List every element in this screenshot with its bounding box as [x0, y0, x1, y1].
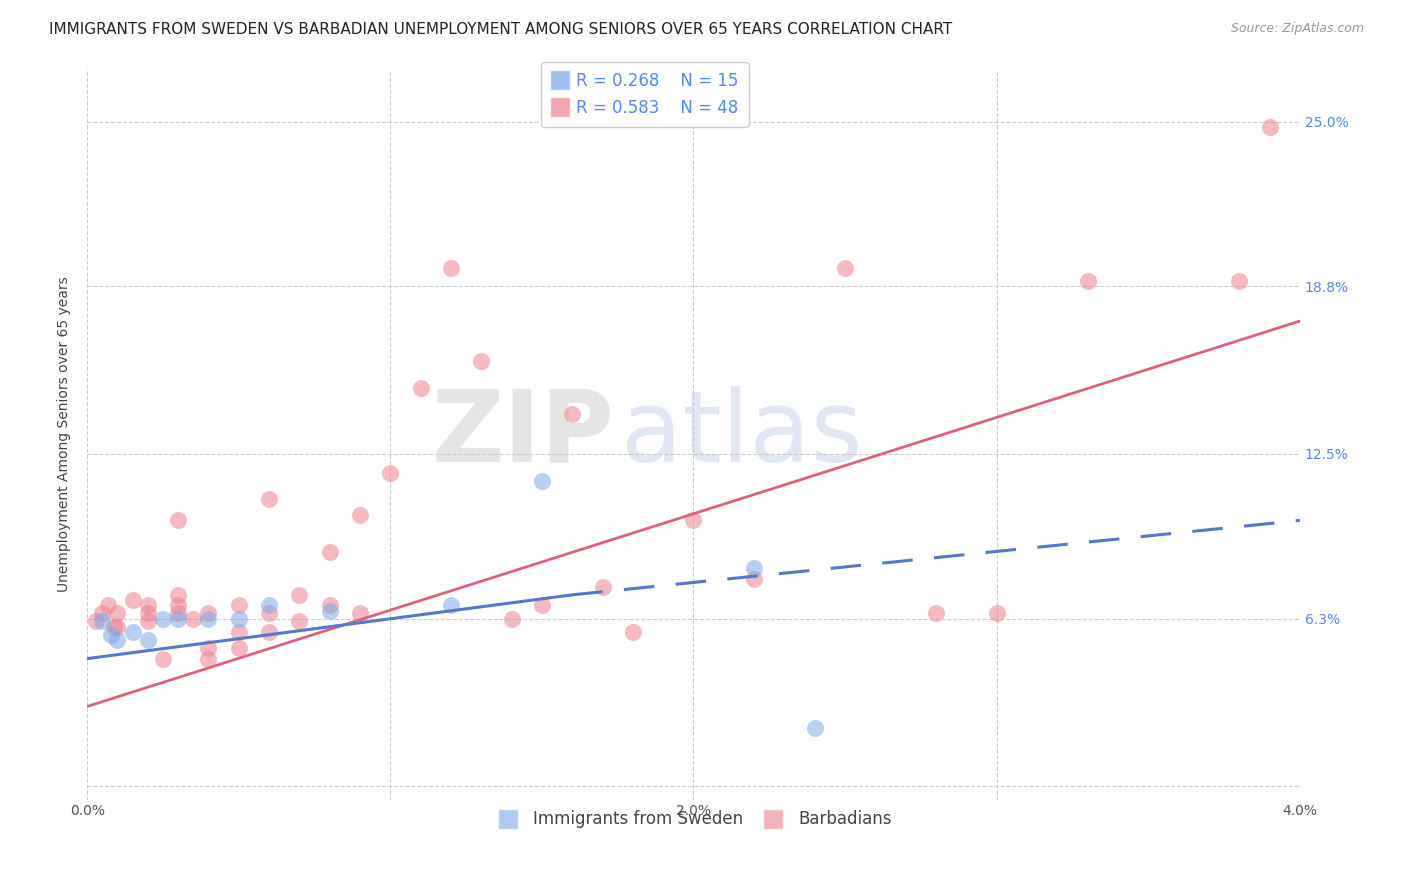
Y-axis label: Unemployment Among Seniors over 65 years: Unemployment Among Seniors over 65 years — [58, 277, 72, 592]
Point — [228, 640, 250, 655]
Point — [501, 612, 523, 626]
Text: ZIP: ZIP — [432, 385, 614, 483]
Point — [136, 633, 159, 648]
Text: IMMIGRANTS FROM SWEDEN VS BARBADIAN UNEMPLOYMENT AMONG SENIORS OVER 65 YEARS COR: IMMIGRANTS FROM SWEDEN VS BARBADIAN UNEM… — [49, 22, 952, 37]
Point — [834, 260, 856, 275]
Point — [682, 513, 704, 527]
Point — [136, 607, 159, 621]
Point — [107, 607, 129, 621]
Point — [197, 651, 219, 665]
Point — [561, 407, 583, 421]
Point — [1227, 274, 1250, 288]
Point — [803, 721, 825, 735]
Point — [197, 612, 219, 626]
Point — [288, 615, 311, 629]
Point — [136, 615, 159, 629]
Point — [470, 354, 492, 368]
Point — [349, 508, 371, 522]
Point — [121, 593, 143, 607]
Point — [621, 625, 644, 640]
Point — [925, 607, 948, 621]
Point — [167, 612, 190, 626]
Point — [107, 620, 129, 634]
Point — [103, 620, 125, 634]
Point — [530, 474, 553, 488]
Point — [181, 612, 204, 626]
Point — [167, 599, 190, 613]
Point — [986, 607, 1008, 621]
Point — [152, 651, 174, 665]
Point — [121, 625, 143, 640]
Point — [167, 513, 190, 527]
Point — [167, 607, 190, 621]
Point — [440, 260, 463, 275]
Point — [228, 612, 250, 626]
Point — [107, 633, 129, 648]
Point — [592, 580, 614, 594]
Point — [97, 599, 120, 613]
Point — [100, 628, 122, 642]
Point — [318, 545, 340, 559]
Point — [288, 588, 311, 602]
Point — [742, 561, 765, 575]
Point — [91, 615, 114, 629]
Point — [84, 615, 107, 629]
Point — [409, 380, 432, 394]
Point — [380, 466, 402, 480]
Point — [257, 625, 280, 640]
Point — [440, 599, 463, 613]
Point — [318, 604, 340, 618]
Point — [136, 599, 159, 613]
Point — [197, 640, 219, 655]
Point — [257, 492, 280, 507]
Point — [152, 612, 174, 626]
Point — [1077, 274, 1099, 288]
Point — [91, 607, 114, 621]
Point — [257, 599, 280, 613]
Text: atlas: atlas — [620, 385, 862, 483]
Legend: Immigrants from Sweden, Barbadians: Immigrants from Sweden, Barbadians — [488, 804, 898, 835]
Point — [228, 599, 250, 613]
Text: Source: ZipAtlas.com: Source: ZipAtlas.com — [1230, 22, 1364, 36]
Point — [318, 599, 340, 613]
Point — [257, 607, 280, 621]
Point — [530, 599, 553, 613]
Point — [349, 607, 371, 621]
Point — [742, 572, 765, 586]
Point — [197, 607, 219, 621]
Point — [167, 588, 190, 602]
Point — [1258, 120, 1281, 134]
Point — [228, 625, 250, 640]
